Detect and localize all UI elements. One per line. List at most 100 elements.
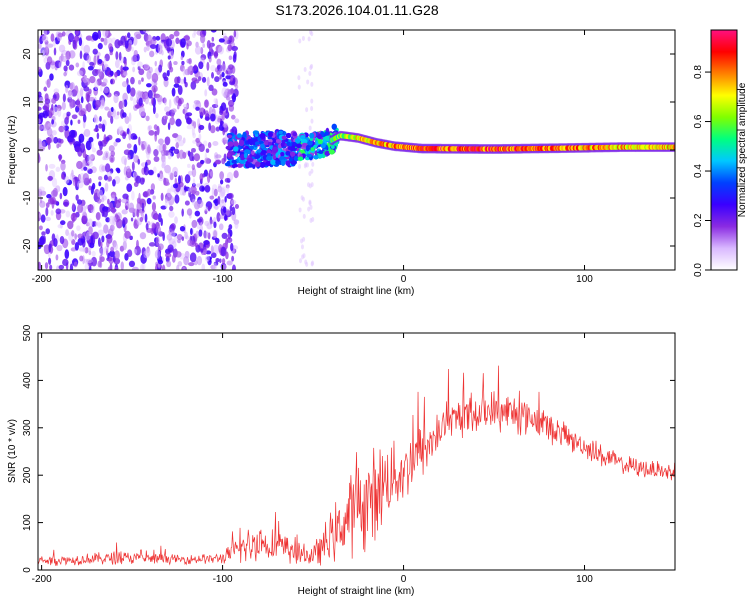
- spectrogram-cell: [104, 182, 109, 192]
- spectrogram-cell: [123, 149, 131, 156]
- spectrogram-cell: [49, 73, 54, 81]
- spectrogram-cell: [103, 224, 109, 234]
- figure-title: S173.2026.104.01.11.G28: [275, 2, 438, 18]
- spectrogram-cell: [166, 260, 172, 268]
- spectrogram-cell: [153, 87, 156, 97]
- spectrogram-cell: [155, 113, 159, 119]
- spectrogram-cell: [70, 212, 77, 222]
- spectrogram-cell: [293, 155, 299, 162]
- spectrogram-cell: [218, 38, 225, 43]
- spectrogram-cell: [300, 195, 304, 201]
- spectrogram-cell: [164, 106, 170, 113]
- snr-y-tick-label: 400: [22, 372, 33, 389]
- spectrogram-cell: [132, 135, 138, 140]
- spectrogram-cell: [225, 145, 231, 150]
- spectrogram-cell: [310, 182, 314, 188]
- spectrogram-cell: [188, 262, 195, 267]
- spectrogram-cell: [179, 64, 185, 72]
- colorbar-tick-label: 0.0: [693, 263, 704, 277]
- spectrogram-cell: [234, 204, 240, 209]
- spectrogram-cell: [310, 105, 314, 111]
- spectrogram-cell: [281, 135, 287, 140]
- spectrogram-cell: [167, 152, 172, 160]
- spectrogram-cell: [307, 36, 311, 42]
- spectrogram-cell: [304, 162, 308, 168]
- spectrogram-cell: [38, 66, 42, 73]
- colorbar-tick-label: 0.4: [693, 164, 704, 178]
- spectrogram-cell: [97, 58, 103, 65]
- spectrogram-cell: [158, 64, 163, 73]
- spectrogram-cell: [328, 149, 335, 155]
- spectrogram-cell: [100, 246, 104, 256]
- spectrogram-cell: [193, 99, 201, 105]
- spectrogram-cell: [310, 147, 315, 152]
- spectrogram-cell: [61, 55, 68, 63]
- spectrogram-cell: [67, 32, 75, 43]
- spectrogram-cell: [156, 145, 163, 152]
- spectrogram-cell: [148, 125, 152, 131]
- spectrogram-cell: [173, 183, 179, 189]
- spectrogram-cell: [132, 36, 138, 46]
- spectrogram-cell: [285, 150, 291, 156]
- spectrogram-cell: [219, 74, 222, 80]
- spectrogram-cell: [77, 204, 84, 214]
- spectrogram-cell: [151, 222, 156, 229]
- spectrogram-cell: [98, 181, 102, 187]
- spectrogram-cell: [101, 97, 105, 107]
- spectrogram-cell: [128, 260, 136, 268]
- spectrogram-cell: [148, 130, 155, 136]
- spectrogram-cell: [77, 119, 81, 124]
- spectrogram-cell: [74, 241, 79, 251]
- spectrogram-cell: [305, 261, 309, 267]
- spectrogram-cell: [210, 64, 216, 72]
- spectrogram-cell: [228, 55, 233, 61]
- spectrogram-cell: [219, 171, 225, 180]
- spectrogram-cell: [181, 60, 185, 66]
- spectrogram-cell: [221, 63, 226, 73]
- spectrogram-cell: [56, 143, 60, 149]
- spectrogram-cell: [82, 247, 86, 253]
- spectrogram-cell: [181, 208, 184, 217]
- spectrogram-cell: [48, 163, 56, 169]
- spectrogram-cell: [46, 78, 51, 89]
- spectrogram-cell: [68, 64, 75, 71]
- spectrogram-cell: [222, 206, 227, 213]
- spectrogram-cell: [171, 87, 176, 97]
- spectrogram-cell: [93, 128, 100, 133]
- spectrogram-cell: [89, 61, 95, 66]
- spectrogram-cell: [47, 43, 54, 48]
- spectrogram-cell: [139, 216, 144, 222]
- spectrogram-cell: [46, 56, 53, 65]
- spectrogram-cell: [231, 159, 237, 164]
- spectrogram-cell: [317, 152, 324, 159]
- spectrogram-cell: [126, 165, 131, 173]
- spectrogram-cell: [178, 149, 185, 160]
- spectrogram-x-ticks: -200 -100 0 100: [32, 30, 593, 285]
- spectrogram-cell: [89, 242, 95, 249]
- spectrogram-cell: [164, 115, 168, 120]
- spectrogram-cell: [44, 93, 49, 102]
- spectrogram-cell: [38, 43, 42, 49]
- spectrogram-cell: [49, 196, 56, 205]
- spectrogram-cell: [115, 51, 119, 60]
- spectrogram-cell: [182, 103, 189, 109]
- spectrogram-cell: [52, 187, 58, 198]
- spectrogram-y-tick-label: -10: [22, 190, 33, 205]
- spectrogram-cell: [297, 75, 301, 81]
- spectrogram-cell: [177, 85, 183, 96]
- spectrogram-cell: [81, 215, 87, 225]
- spectrogram-cell: [214, 204, 219, 210]
- spectrogram-cell: [160, 218, 163, 226]
- spectrogram-cell: [204, 99, 209, 108]
- spectrogram-cell: [105, 163, 111, 173]
- spectrogram-cell: [221, 158, 226, 165]
- spectrogram-cell: [71, 169, 74, 178]
- spectrogram-cell: [138, 68, 145, 76]
- spectrogram-cell: [227, 192, 234, 200]
- spectrogram-cell: [38, 153, 41, 163]
- spectrogram-cell: [199, 173, 204, 182]
- spectrogram-cell: [51, 119, 55, 125]
- spectrogram-cell: [78, 37, 83, 47]
- spectrogram-cell: [76, 225, 81, 232]
- spectrogram-cell: [147, 144, 151, 154]
